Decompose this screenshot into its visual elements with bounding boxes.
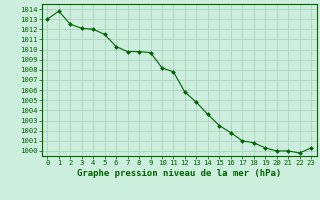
X-axis label: Graphe pression niveau de la mer (hPa): Graphe pression niveau de la mer (hPa) — [77, 169, 281, 178]
